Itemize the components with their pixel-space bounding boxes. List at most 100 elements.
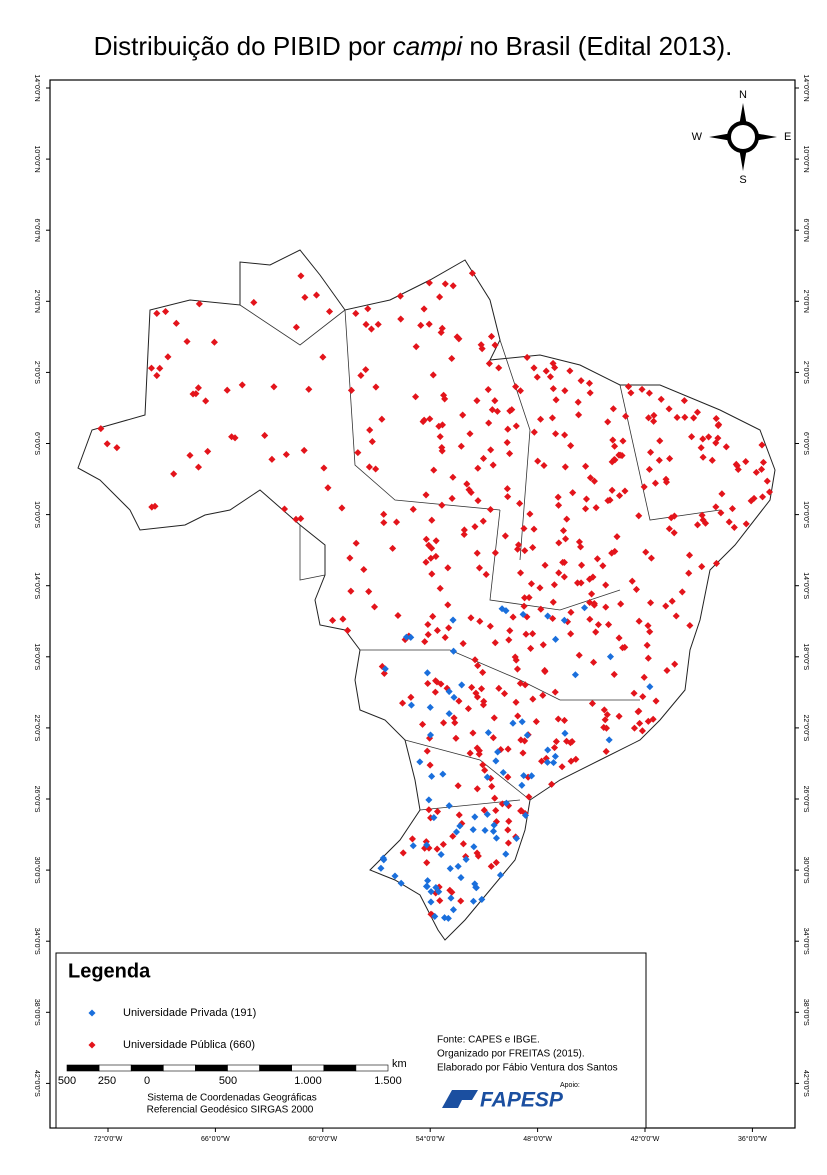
campus-dot xyxy=(647,599,655,607)
campus-dot xyxy=(448,354,456,363)
campus-dot xyxy=(370,603,379,611)
campus-dot xyxy=(638,385,646,393)
campus-dot xyxy=(561,463,569,471)
campus-dot xyxy=(697,444,705,452)
campus-dot xyxy=(409,842,417,850)
campus-dot xyxy=(439,770,447,778)
latitude-label: 18°0'0"S xyxy=(33,643,41,670)
campus-dot xyxy=(479,454,488,462)
campus-dot xyxy=(592,504,600,512)
campus-dot xyxy=(519,610,527,618)
campus-dot xyxy=(444,601,452,609)
longitude-label: 72°0'0"W xyxy=(94,1135,123,1143)
campus-dot xyxy=(605,621,613,629)
campus-dot xyxy=(512,383,520,391)
campus-dot xyxy=(578,561,586,569)
legend-title: Legenda xyxy=(68,960,151,982)
campus-dot xyxy=(551,688,559,696)
campus-dot xyxy=(663,666,671,675)
compass-w: W xyxy=(692,131,703,143)
campus-dot xyxy=(717,509,725,517)
campus-dot xyxy=(541,668,549,676)
campus-dot xyxy=(346,554,354,562)
campus-dot xyxy=(162,308,170,316)
campus-dot xyxy=(433,845,441,853)
campus-dot xyxy=(352,539,360,547)
campus-dot xyxy=(481,766,489,774)
campus-dot xyxy=(588,590,596,598)
campus-dot xyxy=(491,397,499,405)
campus-dot xyxy=(428,772,436,780)
campus-dot xyxy=(448,494,456,503)
campus-dot xyxy=(642,548,650,556)
legend-label: Universidade Privada (191) xyxy=(123,1007,256,1019)
campus-dot xyxy=(469,897,477,905)
campus-dot xyxy=(586,474,594,482)
campus-dot xyxy=(544,746,552,754)
campus-dot xyxy=(448,888,456,896)
campus-dot xyxy=(423,747,431,755)
campus-dot xyxy=(478,895,486,903)
campus-dot xyxy=(752,468,760,476)
campus-dot xyxy=(606,653,615,661)
scale-segment xyxy=(195,1064,228,1072)
campus-dot xyxy=(525,793,533,801)
campus-dot xyxy=(546,373,554,381)
campus-dot xyxy=(486,505,495,514)
campus-dot xyxy=(685,569,693,577)
scale-label: 1.000 xyxy=(294,1075,322,1087)
campus-dot xyxy=(537,605,545,613)
campus-dot xyxy=(673,413,681,421)
campus-dot xyxy=(153,309,161,317)
campus-dot xyxy=(651,479,659,487)
latitude-label: 10°0'0"N xyxy=(33,145,41,172)
campus-dot xyxy=(644,622,652,630)
campus-dot xyxy=(548,780,556,788)
campus-dot xyxy=(301,293,309,301)
campus-dot xyxy=(424,877,432,885)
campus-dot xyxy=(357,371,365,379)
campus-dot xyxy=(380,856,388,864)
campus-dot xyxy=(573,579,582,587)
campus-dot xyxy=(552,396,560,404)
campus-dot xyxy=(604,418,612,426)
campus-dot xyxy=(487,446,495,454)
scale-segment xyxy=(66,1064,100,1072)
campus-dot xyxy=(473,785,481,793)
campus-dot xyxy=(712,503,720,511)
scale-label: 500 xyxy=(219,1075,237,1087)
campus-dot xyxy=(517,736,525,744)
campus-dot xyxy=(521,594,529,602)
campus-dot xyxy=(668,597,676,605)
campus-dot xyxy=(487,332,496,341)
campus-dot xyxy=(512,698,520,706)
campus-dot xyxy=(396,292,404,300)
campus-dot xyxy=(504,745,512,753)
campus-dot xyxy=(506,450,514,458)
campus-dot xyxy=(529,695,537,703)
campus-dot xyxy=(504,493,512,501)
campus-dot xyxy=(577,377,585,385)
title-part: campi xyxy=(393,31,464,61)
source-text: Elaborado por Fábio Ventura dos Santos xyxy=(437,1063,618,1074)
scale-segment xyxy=(98,1064,132,1072)
source-text: Fonte: CAPES e IBGE. xyxy=(437,1035,540,1046)
campus-dot xyxy=(324,484,332,492)
campus-dot xyxy=(617,600,625,608)
campus-dot xyxy=(627,389,635,397)
campus-dot xyxy=(380,669,388,677)
campus-dot xyxy=(479,701,487,709)
campus-dot xyxy=(647,448,655,456)
campus-dot xyxy=(518,781,526,789)
scale-label: 250 xyxy=(98,1075,116,1087)
campus-dot xyxy=(431,912,439,920)
campus-dot xyxy=(459,640,467,648)
legend-items: Universidade Privada (191) Universidade P… xyxy=(88,1007,256,1051)
campus-dot xyxy=(238,381,246,389)
campus-dot xyxy=(534,457,542,465)
campus-dot xyxy=(688,433,696,441)
campus-dot xyxy=(458,681,466,689)
campus-dot xyxy=(699,516,707,524)
campus-dot xyxy=(495,684,503,692)
latitude-label: 18°0'0"S xyxy=(802,643,810,670)
